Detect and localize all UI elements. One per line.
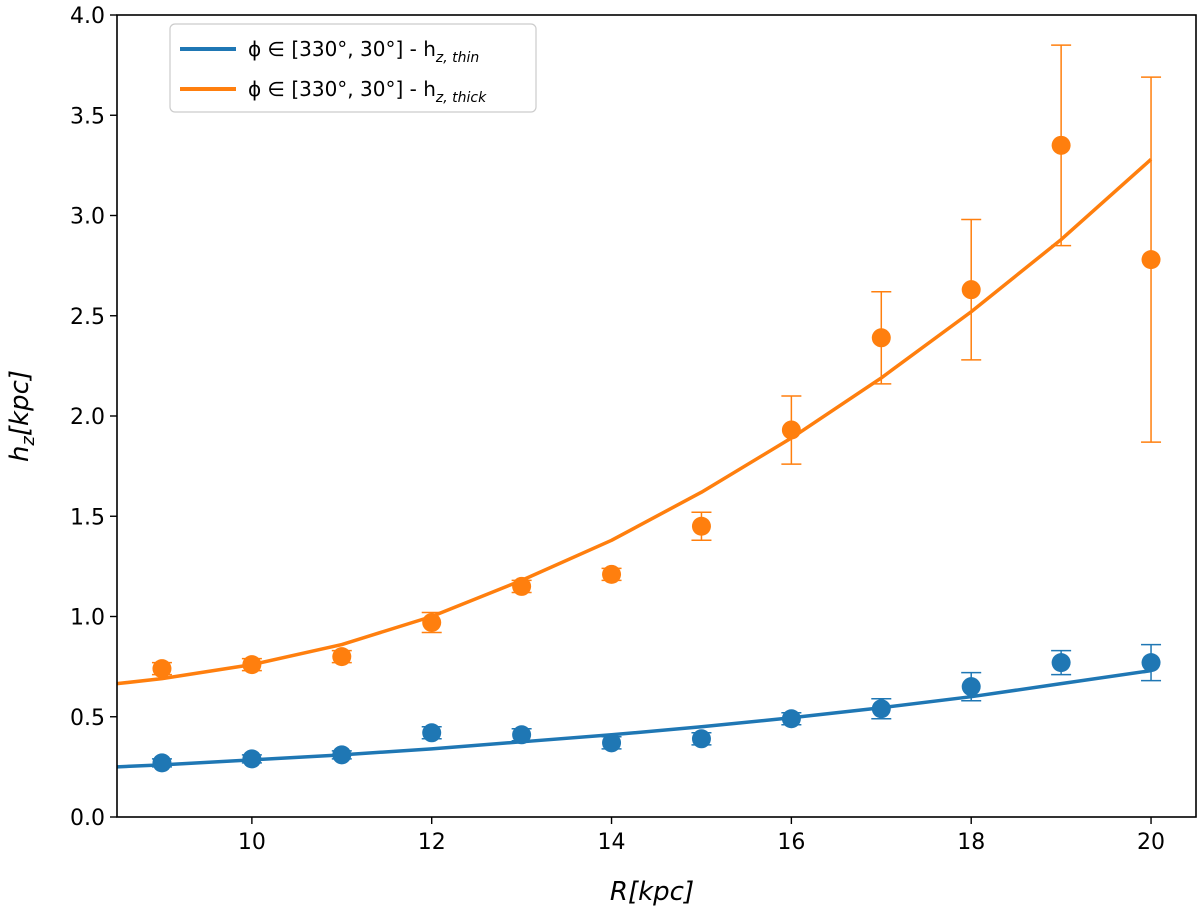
y-tick-label: 4.0 [70, 4, 105, 29]
x-tick-label: 20 [1137, 830, 1165, 855]
data-point-thick [781, 420, 801, 440]
x-tick-label: 16 [777, 830, 805, 855]
data-point-thin [1051, 653, 1071, 673]
legend-box [169, 23, 537, 113]
x-axis-ticks: 10 12 14 16 18 20 [238, 817, 1165, 855]
y-tick-label: 2.0 [70, 405, 105, 430]
legend-label-thick-main: ϕ ∈ [330°, 30°] - h [248, 77, 436, 101]
data-point-thick [1051, 135, 1071, 155]
data-point-thin [871, 699, 891, 719]
data-point-thick [961, 280, 981, 300]
y-tick-label: 2.5 [70, 305, 105, 330]
x-tick-label: 14 [598, 830, 626, 855]
data-point-thin [781, 709, 801, 729]
y-tick-label: 3.0 [70, 205, 105, 230]
plot-frame [116, 14, 1197, 818]
legend-label-thick-sub: z, thick [435, 90, 487, 106]
y-axis-label: hz[kpc] [5, 370, 39, 462]
data-point-thin [602, 733, 622, 753]
legend-label-thin: ϕ ∈ [330°, 30°] - hz, thin [248, 37, 479, 66]
y-tick-label: 0.5 [70, 706, 105, 731]
y-tick-label: 0.0 [70, 806, 105, 831]
data-point-thin [1141, 653, 1161, 673]
y-tick-label: 1.0 [70, 606, 105, 631]
legend-label-thick: ϕ ∈ [330°, 30°] - hz, thick [248, 77, 487, 106]
data-point-thin [422, 723, 442, 743]
data-point-thin [242, 749, 262, 769]
data-point-thin [512, 725, 532, 745]
y-tick-label: 3.5 [70, 104, 105, 129]
data-point-thick [242, 655, 262, 675]
x-tick-label: 18 [957, 830, 985, 855]
data-point-thick [422, 613, 442, 633]
data-point-thick [602, 564, 622, 584]
legend-label-thin-main: ϕ ∈ [330°, 30°] - h [248, 37, 436, 61]
x-tick-label: 10 [238, 830, 266, 855]
y-tick-label: 1.5 [70, 505, 105, 530]
y-axis-label-sub: z [18, 436, 39, 447]
data-point-thick [332, 647, 352, 667]
data-point-thick [152, 659, 172, 679]
x-axis-label: R[kpc] [610, 877, 694, 907]
x-tick-label: 12 [418, 830, 446, 855]
data-point-thin [332, 745, 352, 765]
data-point-thick [512, 576, 532, 596]
data-point-thick [871, 328, 891, 348]
data-point-thick [1141, 250, 1161, 270]
y-axis-label-unit: [kpc] [5, 370, 35, 436]
data-point-thin [961, 677, 981, 697]
data-point-thin [691, 729, 711, 749]
data-point-thin [152, 753, 172, 773]
plot-content [116, 44, 1162, 773]
legend: ϕ ∈ [330°, 30°] - hz, thin ϕ ∈ [330°, 30… [169, 23, 537, 113]
legend-label-thin-sub: z, thin [435, 50, 479, 66]
y-axis-ticks: 0.0 0.5 1.0 1.5 2.0 2.5 3.0 3.5 4.0 [70, 4, 117, 831]
data-point-thick [691, 516, 711, 536]
